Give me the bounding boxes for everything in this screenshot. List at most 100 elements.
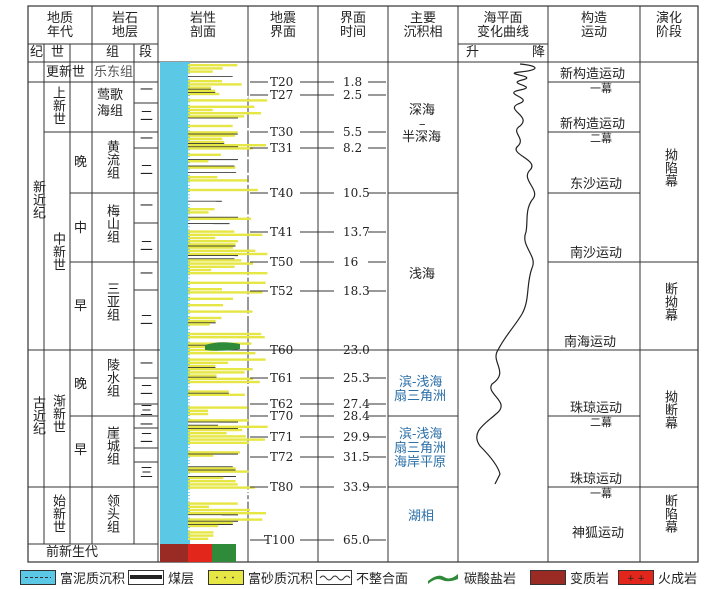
member-ls-2: 二 [140, 383, 154, 398]
period-neogene: 新近纪 [30, 180, 45, 219]
legend-coal: 煤层 [128, 567, 194, 587]
lith-coal-seam [188, 245, 236, 247]
lith-bed [188, 89, 216, 92]
lith-bed [188, 220, 230, 224]
lith-coal-seam [188, 76, 233, 77]
lith-carbonate-lens [205, 342, 240, 351]
seismic-t61: T61 [270, 371, 294, 385]
lith-bed [188, 486, 255, 489]
lith-coal-seam [188, 421, 238, 423]
lith-bed [188, 451, 240, 454]
header-duan: 段 [139, 45, 153, 60]
interface-time-t20: 1.8 [343, 75, 363, 89]
table-frame [27, 5, 699, 563]
legend-unconformity-swatch [316, 569, 352, 585]
lith-coal-seam [188, 514, 238, 516]
epoch-miocene-early: 早 [74, 299, 88, 314]
lith-bed [188, 460, 215, 464]
lith-coal-seam [188, 367, 216, 369]
lith-bed [188, 169, 237, 172]
lith-bed [188, 390, 229, 393]
lith-bed [188, 118, 248, 121]
lith-bed [188, 320, 216, 323]
header-tectonic: 构造 运动 [580, 11, 607, 40]
interface-time-t72: 31.5 [343, 450, 370, 464]
member-ls-1: 一 [140, 357, 154, 372]
lith-bed [188, 358, 266, 361]
lith-bed [188, 310, 253, 313]
legend-carbonate: 碳酸盐岩 [426, 567, 516, 587]
epoch-oligocene-late: 晚 [74, 377, 88, 392]
tectonic-xin2: 新构造运动 [560, 117, 626, 132]
legend-metamorphic-label: 变质岩 [570, 571, 610, 587]
lith-bed [188, 204, 246, 208]
lith-bed [188, 243, 236, 246]
lith-coal-seam [188, 255, 238, 257]
epoch-oligocene-early: 早 [74, 443, 88, 458]
lith-bed [188, 384, 262, 387]
lith-bed [188, 502, 238, 505]
lith-bed [188, 105, 255, 108]
lith-bed [188, 419, 249, 422]
lith-bed [188, 275, 249, 278]
tectonic-dongsha: 东沙运动 [570, 177, 623, 192]
lith-metamorphic [160, 544, 190, 562]
lith-bed [188, 64, 238, 67]
lith-bed [188, 521, 233, 524]
lith-bed [188, 377, 254, 380]
epoch-miocene-late: 晚 [74, 155, 88, 170]
lith-bed [188, 121, 236, 124]
lith-bed [188, 368, 253, 371]
lith-bed [188, 268, 212, 272]
seismic-t27: T27 [270, 88, 294, 102]
lith-bed [188, 300, 214, 304]
epoch-miocene: 中新世 [50, 232, 65, 271]
lith-bed [188, 99, 268, 102]
lith-bed [188, 307, 228, 310]
lith-bed [188, 416, 214, 419]
lith-coal-seam [188, 216, 238, 218]
interface-time-t70: 28.4 [343, 409, 370, 423]
lith-bed [188, 304, 224, 307]
legend-igneous: + + 火成岩 [618, 567, 697, 587]
lith-bed [188, 256, 235, 259]
lith-bed [188, 214, 253, 217]
lith-bed [188, 224, 213, 227]
header-sea-level: 海平面 变化曲线 [476, 11, 529, 40]
header-zu: 组 [106, 45, 120, 60]
lith-bed [188, 185, 213, 188]
lith-bed [188, 195, 238, 198]
lith-bed [188, 80, 223, 83]
lith-coal-seam [188, 469, 236, 471]
lith-bed [188, 96, 249, 99]
member-ms-2: 二 [140, 239, 154, 254]
legend-mud-label: 富泥质沉积 [60, 571, 126, 587]
facies-dash: – [419, 117, 426, 132]
lith-bed [188, 336, 265, 339]
seismic-t80: T80 [270, 480, 294, 494]
interface-time-t62: 27.4 [343, 397, 370, 411]
lith-mud-base [160, 62, 190, 544]
svg-text:+ +: + + [627, 574, 645, 584]
lith-bed [188, 489, 252, 492]
sea-down-label: 降 [532, 45, 546, 60]
lith-bed [188, 128, 266, 131]
lith-bed [188, 249, 256, 252]
lith-coal-seam [188, 322, 216, 324]
seismic-t30: T30 [270, 125, 294, 139]
lith-bed [188, 323, 210, 326]
seismic-markers [250, 81, 386, 541]
legend-igneous-swatch: + + [618, 569, 654, 585]
lith-bed [188, 432, 227, 435]
lith-bed [188, 192, 238, 195]
interface-time-t41: 13.7 [343, 225, 370, 239]
lith-coal-seam [188, 117, 238, 119]
lith-bed [188, 208, 215, 211]
lith-bed [188, 166, 236, 169]
interface-time-t50: 16 [343, 255, 359, 269]
interface-time-t71: 29.9 [343, 430, 370, 444]
lith-bed [188, 108, 213, 112]
lith-coal-seam [188, 453, 238, 455]
interface-time-t27: 2.5 [343, 88, 363, 102]
